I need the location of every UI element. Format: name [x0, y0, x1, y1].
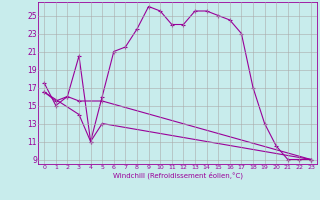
- X-axis label: Windchill (Refroidissement éolien,°C): Windchill (Refroidissement éolien,°C): [113, 172, 243, 179]
